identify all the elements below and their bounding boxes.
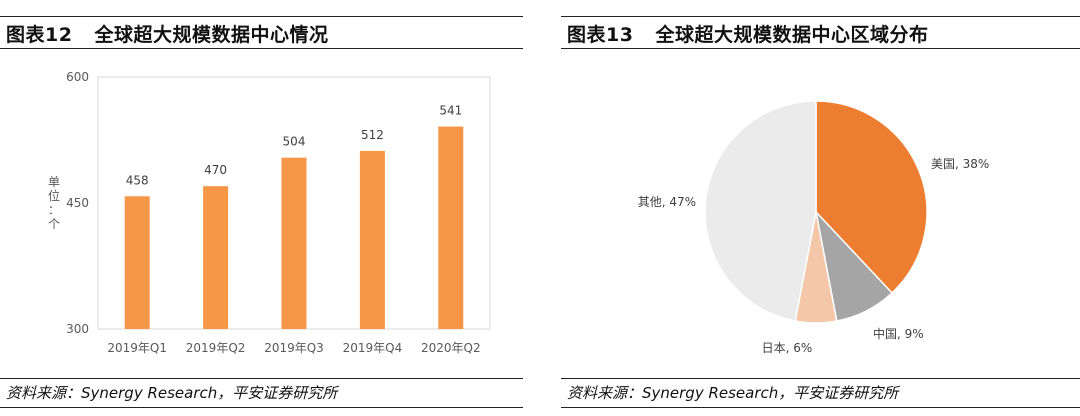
figure-header: 图表13 全球超大规模数据中心区域分布 xyxy=(561,0,1080,50)
bar-chart-panel: 图表12 全球超大规模数据中心情况 300 450 600 单位：个 458 2019年Q1… xyxy=(0,0,523,416)
data-label: 458 xyxy=(126,173,149,187)
footer-rule-bottom xyxy=(0,407,523,408)
data-label: 470 xyxy=(204,163,227,177)
pie-slice xyxy=(704,100,817,322)
figure-footer: 资料来源：Synergy Research，平安证券研究所 xyxy=(0,378,523,410)
footer-rule-top xyxy=(0,378,523,379)
bar xyxy=(281,157,307,329)
source-note: 资料来源：Synergy Research，平安证券研究所 xyxy=(567,384,899,402)
figure-title-text: 全球超大规模数据中心情况 xyxy=(94,24,329,46)
header-rule-bottom xyxy=(0,48,523,49)
slice-label: 中国, 9% xyxy=(873,326,924,341)
x-tick-label: 2019年Q2 xyxy=(186,341,246,355)
y-axis-label: 单位：个 xyxy=(48,175,60,231)
header-rule-bottom xyxy=(561,48,1080,49)
x-tick-label: 2019年Q4 xyxy=(343,341,403,355)
slice-label: 日本, 6% xyxy=(762,341,813,355)
data-label: 504 xyxy=(283,135,306,149)
footer-rule-bottom xyxy=(561,407,1080,408)
data-label: 541 xyxy=(439,104,462,118)
x-tick-label: 2020年Q2 xyxy=(421,341,481,355)
source-note: 资料来源：Synergy Research，平安证券研究所 xyxy=(6,384,338,402)
bar xyxy=(359,150,385,329)
y-tick-label: 300 xyxy=(66,322,89,336)
bar xyxy=(203,186,229,329)
figure-number: 图表13 xyxy=(567,24,634,46)
pie-slice xyxy=(815,100,928,294)
slice-label: 其他, 47% xyxy=(638,195,696,209)
footer-rule-top xyxy=(561,378,1080,379)
slice-label: 美国, 38% xyxy=(931,157,989,171)
bar xyxy=(438,126,464,329)
pie-chart: 美国, 38% 中国, 9% 日本, 6% 其他, 47% xyxy=(638,100,989,355)
y-tick-label: 600 xyxy=(66,70,89,84)
header-rule-top xyxy=(561,16,1080,17)
x-tick-label: 2019年Q1 xyxy=(107,341,167,355)
figure-footer: 资料来源：Synergy Research，平安证券研究所 xyxy=(561,378,1080,410)
pie-chart-panel: 图表13 全球超大规模数据中心区域分布 美国, 38% 中国, 9% 日本, 6% 其他… xyxy=(561,0,1080,416)
data-label: 512 xyxy=(361,128,384,142)
figure-number: 图表12 xyxy=(6,24,73,46)
bar-chart: 300 450 600 单位：个 458 2019年Q1 470 2019年Q2 504 2019… xyxy=(48,70,491,355)
bar xyxy=(124,196,150,329)
figure-header: 图表12 全球超大规模数据中心情况 xyxy=(0,0,523,50)
x-tick-label: 2019年Q3 xyxy=(264,341,324,355)
figure-title-text: 全球超大规模数据中心区域分布 xyxy=(655,24,929,46)
y-tick-label: 450 xyxy=(66,196,89,210)
figure-title: 图表12 全球超大规模数据中心情况 xyxy=(6,20,328,47)
header-rule-top xyxy=(0,16,523,17)
figure-title: 图表13 全球超大规模数据中心区域分布 xyxy=(567,20,928,47)
